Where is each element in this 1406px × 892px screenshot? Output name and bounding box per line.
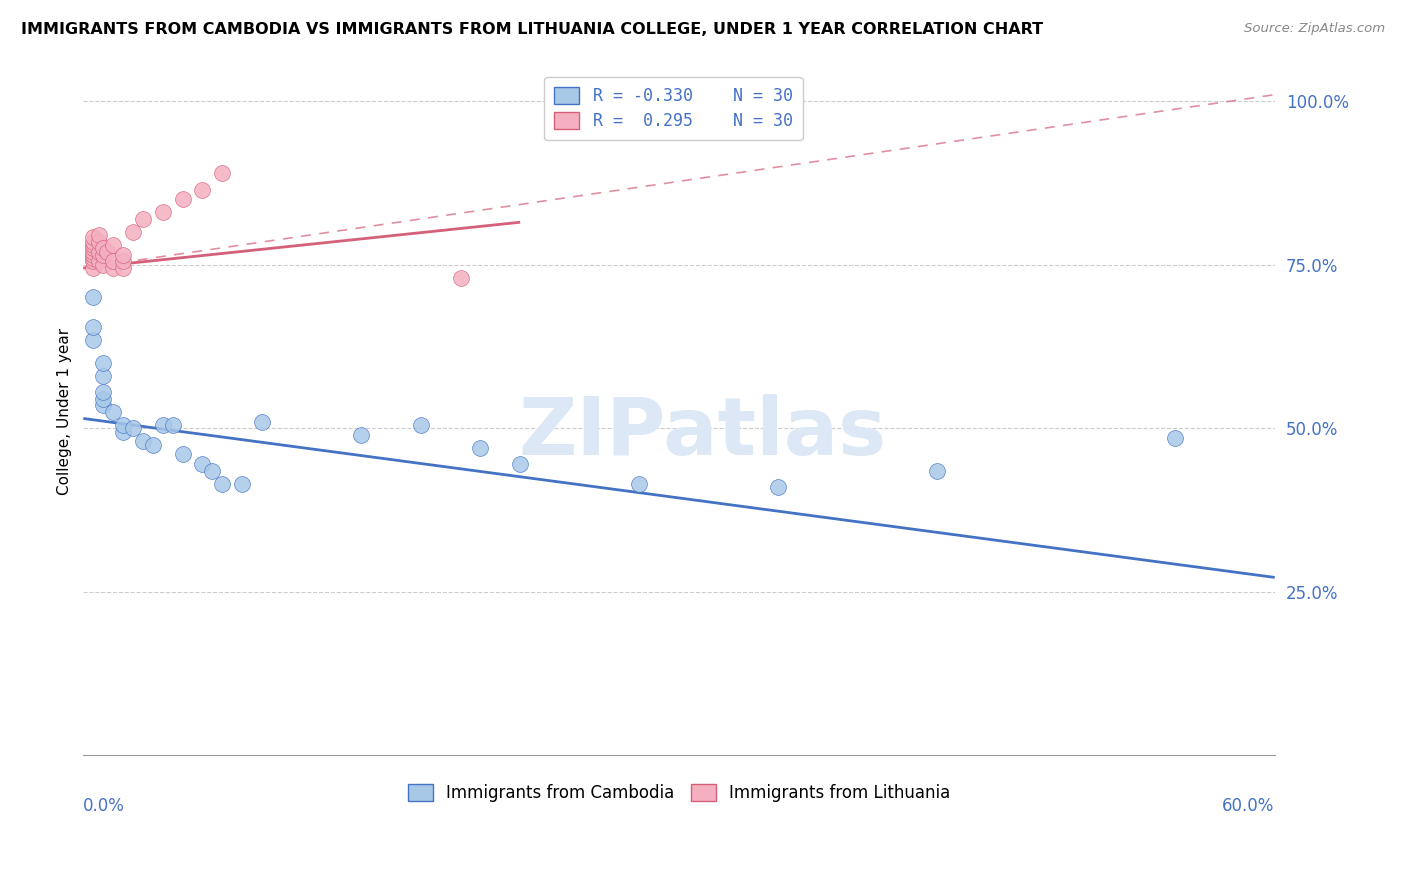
Text: IMMIGRANTS FROM CAMBODIA VS IMMIGRANTS FROM LITHUANIA COLLEGE, UNDER 1 YEAR CORR: IMMIGRANTS FROM CAMBODIA VS IMMIGRANTS F… [21, 22, 1043, 37]
Point [132, 434, 155, 449]
Point [768, 480, 790, 494]
Point [142, 437, 165, 451]
Point [191, 457, 214, 471]
Point [132, 211, 155, 226]
Point [211, 166, 233, 180]
Point [111, 260, 134, 275]
Text: 0.0%: 0.0% [83, 797, 125, 814]
Text: ZIPatlas: ZIPatlas [519, 393, 887, 472]
Point [162, 417, 184, 432]
Point [101, 238, 124, 252]
Point [111, 417, 134, 432]
Point [250, 415, 273, 429]
Point [89, 235, 111, 249]
Point [91, 241, 114, 255]
Point [191, 182, 214, 196]
Point [91, 385, 114, 400]
Point [82, 251, 104, 265]
Point [82, 260, 104, 275]
Point [101, 260, 124, 275]
Point [172, 192, 194, 206]
Text: Source: ZipAtlas.com: Source: ZipAtlas.com [1244, 22, 1385, 36]
Point [201, 464, 224, 478]
Point [628, 476, 651, 491]
Point [82, 319, 104, 334]
Text: 60.0%: 60.0% [1222, 797, 1275, 814]
Point [152, 205, 174, 219]
Point [111, 248, 134, 262]
Point [82, 333, 104, 347]
Point [101, 254, 124, 268]
Point [82, 229, 104, 244]
Point [91, 248, 114, 262]
Point [470, 441, 492, 455]
Point [82, 244, 104, 259]
Point [89, 228, 111, 243]
Point [409, 417, 432, 432]
Point [82, 241, 104, 255]
Point [89, 244, 111, 259]
Point [96, 244, 118, 259]
Point [350, 427, 373, 442]
Point [111, 425, 134, 439]
Point [172, 447, 194, 461]
Point [91, 258, 114, 272]
Point [927, 464, 949, 478]
Point [91, 398, 114, 412]
Point [152, 417, 174, 432]
Point [89, 254, 111, 268]
Point [101, 405, 124, 419]
Point [1164, 431, 1187, 445]
Point [91, 356, 114, 370]
Point [82, 235, 104, 249]
Point [122, 225, 145, 239]
Point [231, 476, 253, 491]
Point [111, 254, 134, 268]
Point [82, 248, 104, 262]
Point [91, 392, 114, 406]
Point [82, 290, 104, 304]
Point [91, 368, 114, 383]
Point [122, 421, 145, 435]
Point [82, 238, 104, 252]
Point [450, 270, 472, 285]
Y-axis label: College, Under 1 year: College, Under 1 year [58, 328, 72, 495]
Point [211, 476, 233, 491]
Point [82, 254, 104, 268]
Legend: Immigrants from Cambodia, Immigrants from Lithuania: Immigrants from Cambodia, Immigrants fro… [401, 777, 957, 809]
Point [509, 457, 531, 471]
